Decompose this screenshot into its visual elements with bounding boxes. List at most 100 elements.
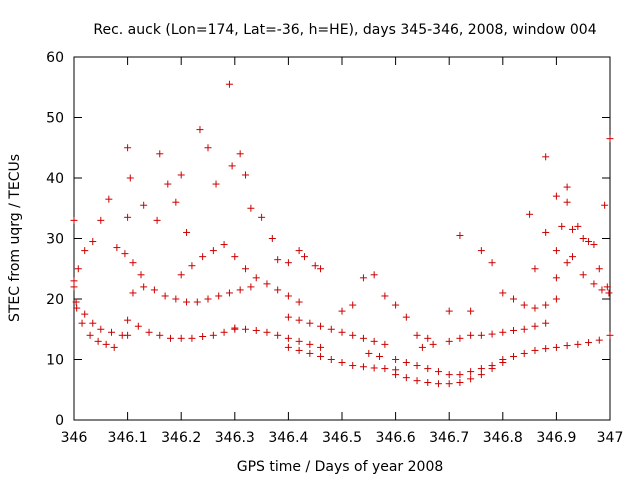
data-point — [381, 365, 389, 373]
data-point — [531, 322, 539, 330]
y-tick-label: 30 — [46, 232, 64, 248]
data-point — [488, 330, 496, 338]
data-point — [590, 241, 598, 249]
data-point — [70, 277, 78, 285]
data-point — [359, 334, 367, 342]
data-point — [467, 331, 475, 339]
data-point — [110, 343, 118, 351]
data-point — [424, 334, 432, 342]
data-point — [392, 371, 400, 379]
data-point — [236, 150, 244, 158]
data-point — [499, 328, 507, 336]
data-point — [137, 271, 145, 279]
data-point — [488, 259, 496, 267]
data-point — [590, 280, 598, 288]
data-point — [477, 247, 485, 255]
data-point — [531, 346, 539, 354]
data-point — [520, 325, 528, 333]
data-point — [338, 328, 346, 336]
data-point — [402, 313, 410, 321]
data-point — [225, 80, 233, 88]
data-point — [140, 201, 148, 209]
data-point — [124, 316, 132, 324]
data-point — [456, 378, 464, 386]
data-point — [228, 162, 236, 170]
data-point — [327, 325, 335, 333]
data-point — [552, 295, 560, 303]
data-point — [134, 322, 142, 330]
x-tick-label: 346.3 — [215, 430, 255, 446]
data-point — [424, 365, 432, 373]
data-point — [284, 343, 292, 351]
data-point — [456, 371, 464, 379]
data-point — [445, 337, 453, 345]
data-point — [199, 253, 207, 261]
data-points — [70, 80, 614, 388]
chart-title: Rec. auck (Lon=174, Lat=-36, h=HE), days… — [93, 22, 596, 38]
data-point — [365, 349, 373, 357]
data-point — [402, 374, 410, 382]
data-point — [124, 331, 132, 339]
data-point — [102, 340, 110, 348]
data-point — [542, 345, 550, 353]
data-point — [284, 313, 292, 321]
data-point — [542, 301, 550, 309]
data-point — [209, 247, 217, 255]
data-point — [97, 325, 105, 333]
y-tick-label: 20 — [46, 292, 64, 308]
data-point — [552, 343, 560, 351]
data-point — [89, 319, 97, 327]
x-tick-label: 346.6 — [376, 430, 416, 446]
data-point — [196, 126, 204, 134]
data-point — [381, 340, 389, 348]
data-point — [70, 216, 78, 224]
data-point — [129, 289, 137, 297]
data-point — [499, 289, 507, 297]
data-point — [510, 295, 518, 303]
y-tick-label: 50 — [46, 111, 64, 127]
data-point — [542, 228, 550, 236]
data-point — [295, 298, 303, 306]
data-point — [574, 222, 582, 230]
data-point — [413, 362, 421, 370]
data-point — [70, 283, 78, 291]
data-point — [242, 265, 250, 273]
data-point — [161, 292, 169, 300]
data-point — [124, 144, 132, 152]
data-point — [585, 339, 593, 347]
data-point — [183, 228, 191, 236]
y-axis-tick-labels: 0 10 20 30 40 50 60 — [46, 50, 64, 429]
data-point — [188, 262, 196, 270]
data-point — [295, 346, 303, 354]
data-point — [193, 298, 201, 306]
data-point — [124, 213, 132, 221]
data-point — [126, 174, 134, 182]
data-point — [284, 259, 292, 267]
data-point — [306, 319, 314, 327]
data-point — [129, 259, 137, 267]
data-point — [209, 331, 217, 339]
tick-marks — [73, 56, 611, 421]
data-point — [274, 286, 282, 294]
data-point — [563, 198, 571, 206]
data-point — [74, 265, 82, 273]
data-point — [558, 222, 566, 230]
data-point — [145, 328, 153, 336]
x-tick-label: 346.2 — [161, 430, 201, 446]
data-point — [113, 244, 121, 252]
data-point — [477, 365, 485, 373]
data-point — [434, 368, 442, 376]
y-axis-label: STEC from uqrg / TECUs — [7, 154, 23, 322]
data-point — [204, 144, 212, 152]
data-point — [338, 307, 346, 315]
y-tick-label: 10 — [46, 353, 64, 369]
y-tick-label: 40 — [46, 171, 64, 187]
data-point — [177, 171, 185, 179]
data-point — [247, 283, 255, 291]
data-point — [456, 231, 464, 239]
data-point — [585, 238, 593, 246]
data-point — [263, 280, 271, 288]
data-point — [86, 331, 94, 339]
data-point — [295, 316, 303, 324]
data-point — [284, 334, 292, 342]
